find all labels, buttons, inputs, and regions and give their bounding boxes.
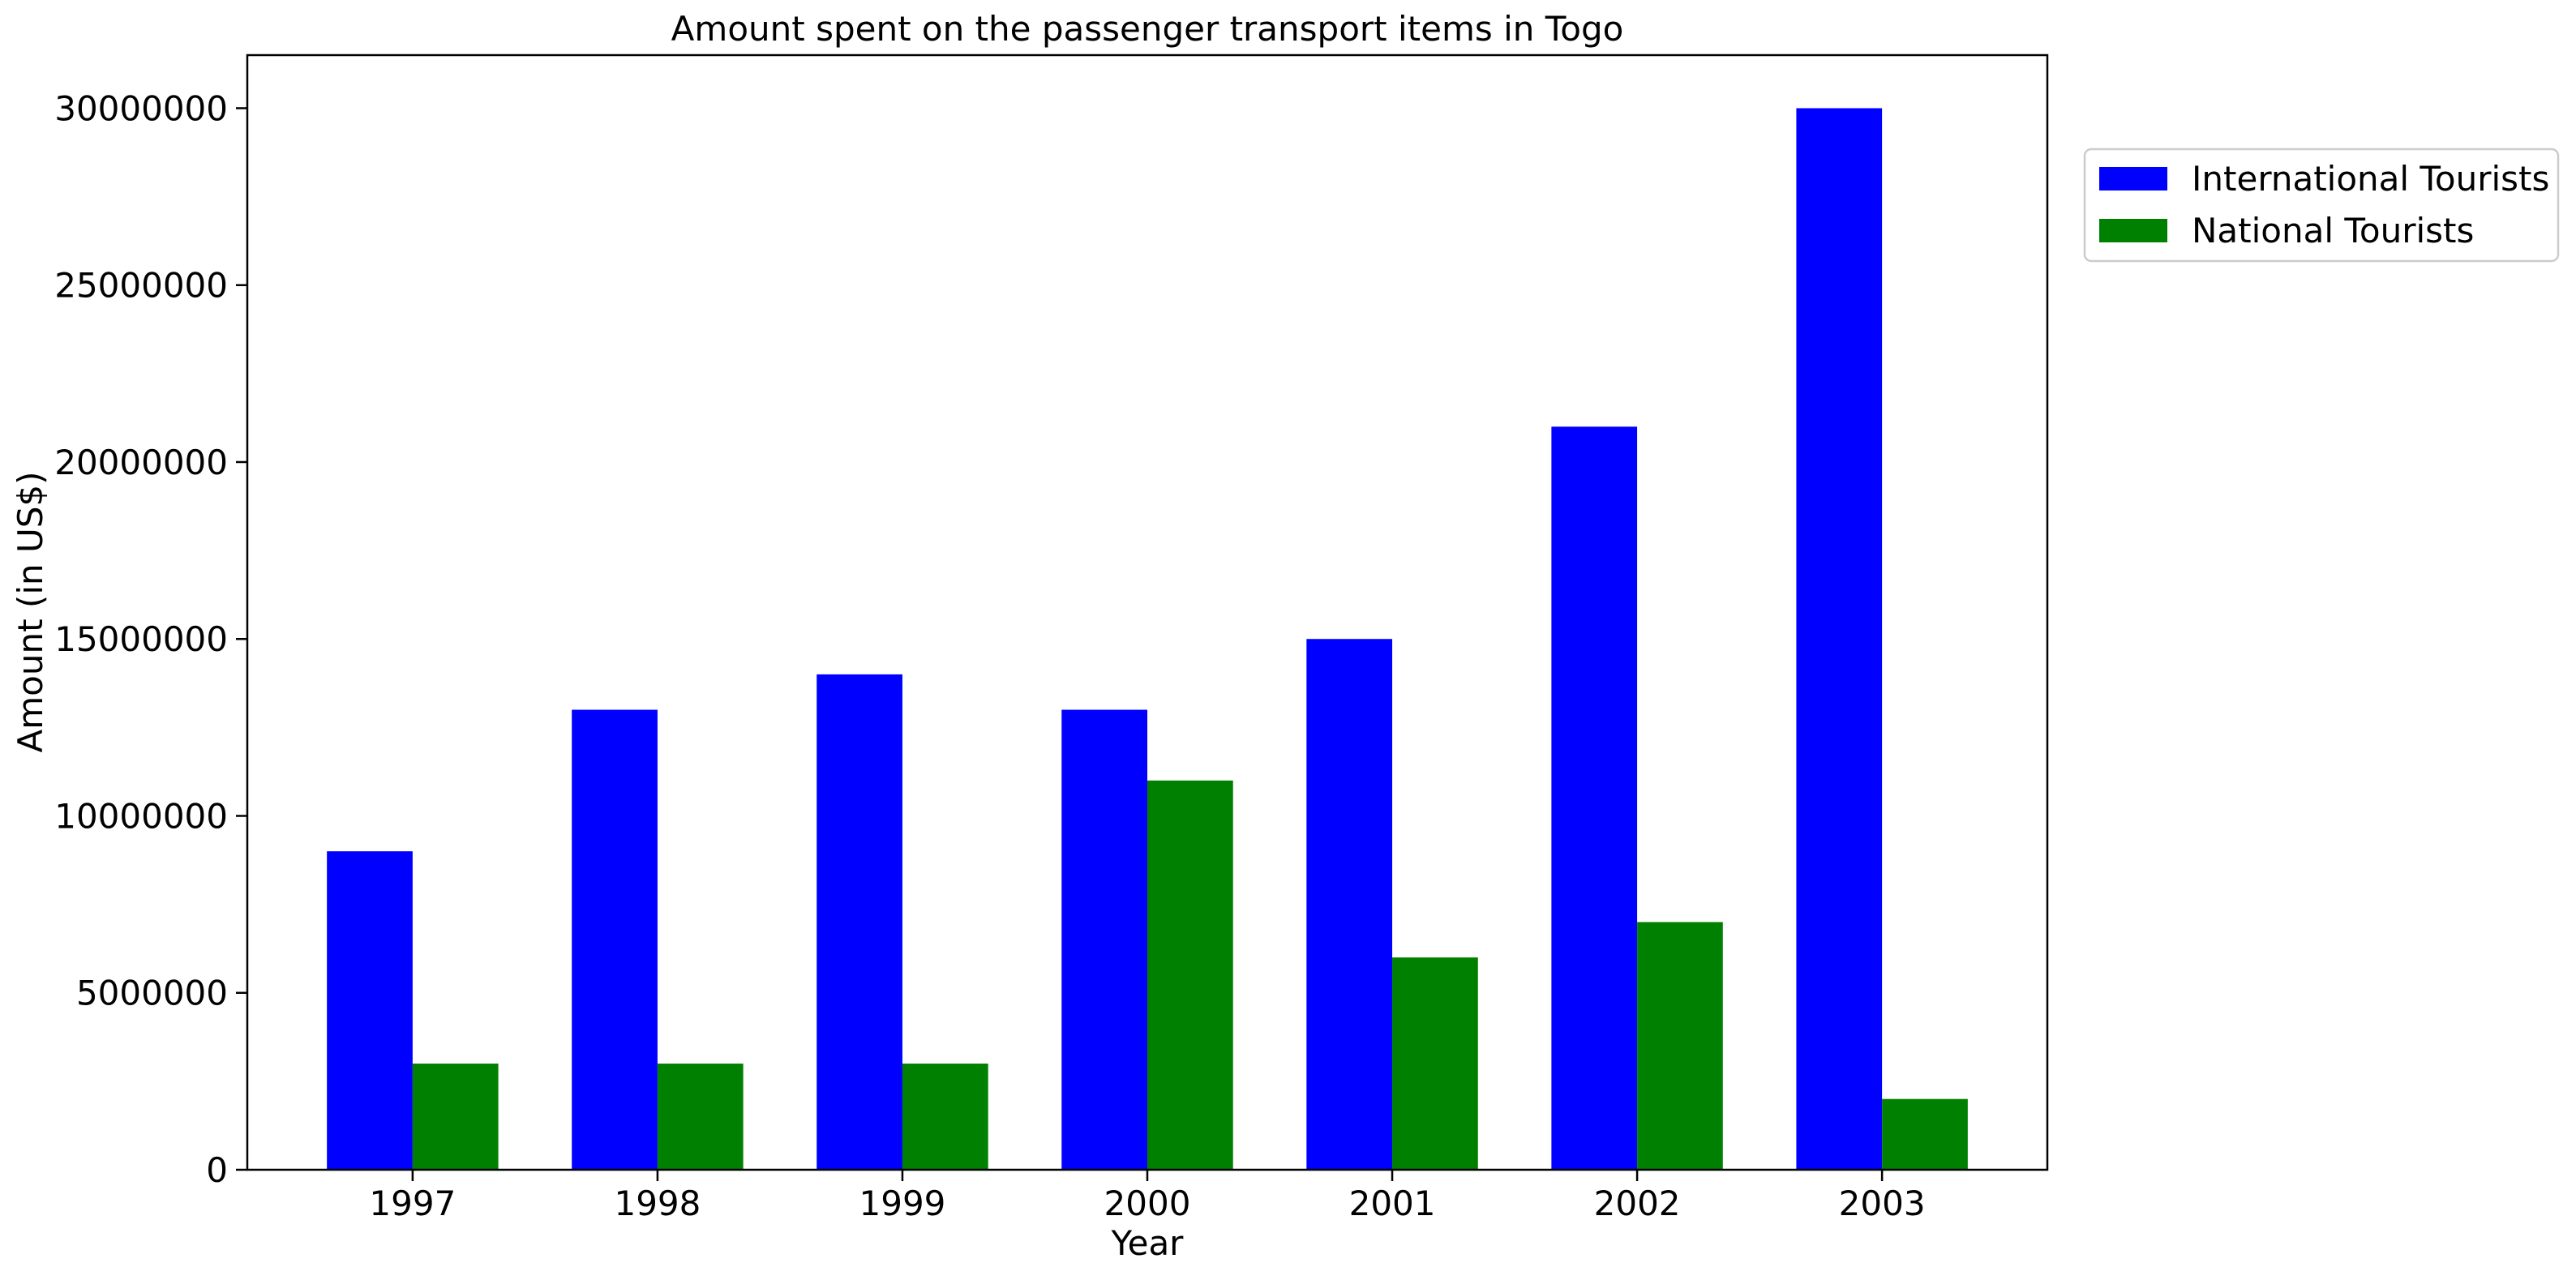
legend-frame: [2083, 148, 2560, 263]
bar-national-tourists-1997: [412, 1064, 499, 1170]
x-tick-label: 2000: [1104, 1184, 1191, 1223]
legend-swatch-international-tourists: [2099, 167, 2167, 191]
bar-national-tourists-2002: [1637, 922, 1723, 1170]
bar-national-tourists-2003: [1882, 1098, 1968, 1170]
y-tick-label: 5000000: [76, 974, 228, 1013]
bar-national-tourists-2001: [1392, 957, 1478, 1170]
y-tick-label: 10000000: [54, 796, 228, 836]
bar-international-tourists-1997: [327, 851, 413, 1170]
x-tick-label: 1998: [614, 1184, 701, 1223]
x-tick-label: 2002: [1594, 1184, 1681, 1223]
bar-international-tourists-2000: [1061, 709, 1147, 1170]
bar-international-tourists-1998: [572, 709, 658, 1170]
x-tick-label: 2003: [1839, 1184, 1926, 1223]
y-tick-label: 20000000: [54, 443, 228, 482]
y-tick-label: 25000000: [54, 266, 228, 306]
chart-title: Amount spent on the passenger transport …: [671, 9, 1624, 49]
bar-international-tourists-2003: [1796, 108, 1883, 1170]
bar-international-tourists-2001: [1306, 639, 1393, 1170]
bar-national-tourists-1999: [902, 1064, 988, 1170]
y-axis-label: Amount (in US$): [11, 472, 50, 753]
axes: 1997 1998 1999 2000 2001 2002 2003 0 5000000 1000…: [54, 88, 1925, 1223]
plot-area: [327, 108, 1968, 1170]
legend: International Tourists National Tourists: [2083, 148, 2560, 263]
bar-international-tourists-2002: [1551, 426, 1638, 1170]
y-tick-label: 0: [206, 1150, 228, 1190]
bar-national-tourists-1998: [657, 1064, 744, 1170]
x-tick-label: 1997: [369, 1184, 456, 1223]
legend-swatch-national-tourists: [2099, 219, 2167, 242]
bar-international-tourists-1999: [817, 674, 902, 1170]
legend-label: International Tourists: [2192, 159, 2549, 199]
y-tick-label: 30000000: [54, 88, 228, 128]
x-axis-label: Year: [1111, 1223, 1185, 1263]
x-tick-label: 2001: [1349, 1184, 1436, 1223]
bar-national-tourists-2000: [1147, 780, 1233, 1170]
y-tick-label: 15000000: [54, 619, 228, 659]
x-tick-label: 1999: [859, 1184, 946, 1223]
legend-label: National Tourists: [2192, 211, 2474, 250]
